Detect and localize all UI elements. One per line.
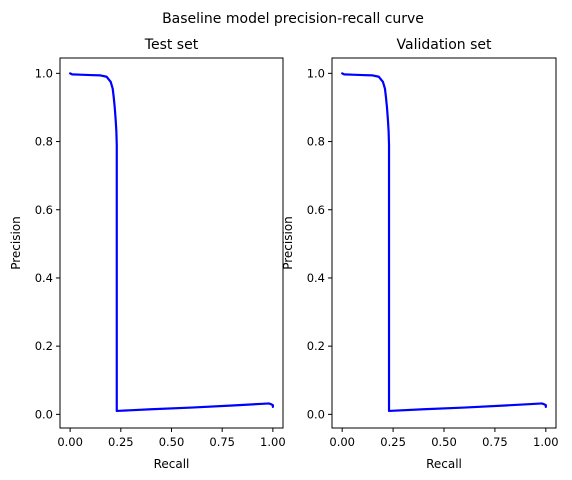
validation-set-pr-curve: [341, 72, 547, 413]
validation-set-xlabel: Recall: [426, 457, 462, 471]
test-set-ylabel: Precision: [9, 216, 23, 270]
validation-set-xtick-label: 0.00: [329, 435, 355, 449]
validation-set-title: Validation set: [397, 37, 492, 53]
test-set-title: Test set: [144, 37, 199, 53]
test-set-ytick-label: 0.6: [35, 203, 53, 217]
validation-set-xtick-label: 0.50: [431, 435, 457, 449]
validation-set-xtick-label: 1.00: [533, 435, 559, 449]
test-set-xtick-label: 0.75: [209, 435, 235, 449]
test-set-pr-curve: [69, 72, 274, 413]
test-set-ticks: 0.00 0.25 0.50 0.75 1.00 0.0 0.2 0.4 0.6 0.8 1.0: [35, 66, 286, 449]
validation-set-ytick-label: 0.8: [307, 135, 325, 149]
validation-set-ytick-label: 0.2: [307, 339, 325, 353]
validation-set-xtick-label: 0.75: [482, 435, 508, 449]
validation-set-axes-frame: [331, 57, 557, 429]
test-set-axes-frame: [59, 57, 284, 429]
test-set-ytick-label: 1.0: [35, 66, 53, 80]
test-set-ytick-label: 0.8: [35, 135, 53, 149]
test-set-xtick-label: 0.50: [159, 435, 185, 449]
validation-set-xtick-label: 0.25: [380, 435, 406, 449]
test-set-xtick-label: 1.00: [260, 435, 286, 449]
test-set-xtick-label: 0.00: [57, 435, 83, 449]
test-set-xlabel: Recall: [154, 457, 190, 471]
validation-set-ylabel: Precision: [281, 216, 295, 270]
validation-set-ytick-label: 0.4: [307, 271, 325, 285]
validation-set-ytick-label: 0.0: [307, 407, 325, 421]
validation-set-ytick-label: 0.6: [307, 203, 325, 217]
validation-set-ytick-label: 1.0: [307, 66, 325, 80]
test-set-ytick-label: 0.4: [35, 271, 53, 285]
test-set-xtick-label: 0.25: [108, 435, 134, 449]
figure-suptitle: Baseline model precision-recall curve: [162, 11, 424, 27]
validation-set-ticks: 0.00 0.25 0.50 0.75 1.00 0.0 0.2 0.4 0.6 0.8 1.0: [307, 66, 559, 449]
test-set-ytick-label: 0.2: [35, 339, 53, 353]
test-set-ytick-label: 0.0: [35, 407, 53, 421]
validation-set-panel: Validation set Recall Precision 0.00 0.25…: [281, 37, 559, 471]
test-set-panel: Test set Recall Precision 0.00 0.25 0.50 0.…: [9, 37, 286, 471]
